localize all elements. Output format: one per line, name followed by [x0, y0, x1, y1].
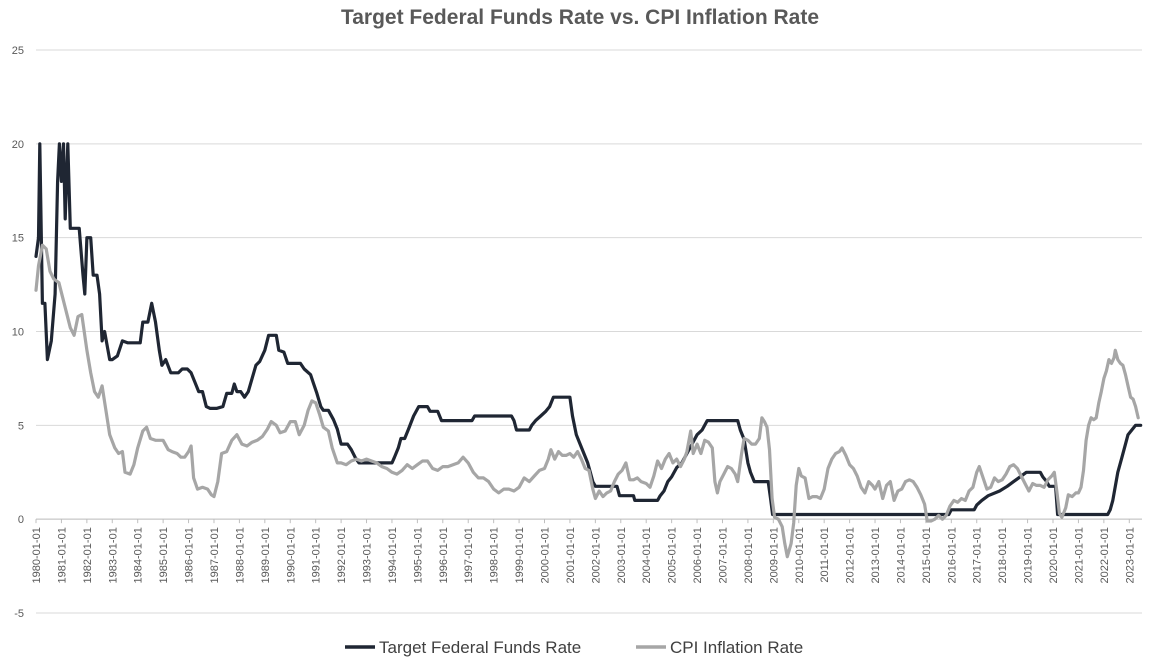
- x-tick-label: 1995-01-01: [412, 527, 424, 583]
- y-tick-label: 10: [12, 327, 24, 339]
- x-tick-label: 2001-01-01: [565, 527, 577, 583]
- x-tick-label: 2006-01-01: [692, 527, 704, 583]
- x-tick-label: 2005-01-01: [667, 527, 679, 583]
- x-tick-label: 1981-01-01: [56, 527, 68, 583]
- series-layer: [34, 142, 1143, 559]
- legend-label-1: CPI Inflation Rate: [670, 638, 803, 657]
- x-tick-label: 1987-01-01: [209, 527, 221, 583]
- x-tick-label: 2008-01-01: [743, 527, 755, 583]
- x-tick-label: 1990-01-01: [285, 527, 297, 583]
- x-tick-label: 1989-01-01: [260, 527, 272, 583]
- x-tick-label: 1999-01-01: [514, 527, 526, 583]
- x-tick-label: 1980-01-01: [31, 527, 43, 583]
- x-tick-label: 2022-01-01: [1099, 527, 1111, 583]
- x-tick-label: 2004-01-01: [641, 527, 653, 583]
- x-tick-label: 1997-01-01: [463, 527, 475, 583]
- grid-layer: [36, 49, 1142, 614]
- x-tick-label: 2017-01-01: [972, 527, 984, 583]
- chart-title: Target Federal Funds Rate vs. CPI Inflat…: [340, 6, 820, 29]
- y-axis-ticks: -5 0 5 10 15 20 25: [12, 45, 24, 620]
- x-tick-label: 2014-01-01: [895, 527, 907, 583]
- x-tick-label: 2016-01-01: [946, 527, 958, 583]
- x-tick-label: 2015-01-01: [921, 527, 933, 583]
- x-tick-label: 1983-01-01: [107, 527, 119, 583]
- x-tick-label: 1991-01-01: [311, 527, 323, 583]
- x-tick-label: 2007-01-01: [717, 527, 729, 583]
- x-tick-label: 1988-01-01: [234, 527, 246, 583]
- y-tick-label: 25: [12, 45, 24, 57]
- y-tick-label: 20: [12, 139, 24, 151]
- x-tick-label: 2018-01-01: [997, 527, 1009, 583]
- y-tick-label: 15: [12, 233, 24, 245]
- legend: Target Federal Funds Rate CPI Inflation R…: [345, 638, 803, 657]
- series-line-1: [34, 243, 1140, 559]
- x-tick-label: 1993-01-01: [362, 527, 374, 583]
- x-tick-label: 2002-01-01: [590, 527, 602, 583]
- x-tick-label: 2012-01-01: [845, 527, 857, 583]
- x-tick-label: 1998-01-01: [489, 527, 501, 583]
- x-tick-label: 2013-01-01: [870, 527, 882, 583]
- x-tick-label: 1982-01-01: [82, 527, 94, 583]
- x-axis-ticks: 1980-01-01 1981-01-01 1982-01-01 1983-01-01…: [31, 519, 1136, 583]
- x-tick-label: 1992-01-01: [336, 527, 348, 583]
- x-tick-label: 1986-01-01: [184, 527, 196, 583]
- x-tick-label: 2020-01-01: [1048, 527, 1060, 583]
- x-tick-label: 2009-01-01: [768, 527, 780, 583]
- x-tick-label: 2000-01-01: [540, 527, 552, 583]
- x-tick-label: 2011-01-01: [819, 527, 831, 582]
- x-tick-label: 2019-01-01: [1023, 527, 1035, 583]
- y-tick-label: 0: [18, 514, 24, 526]
- x-tick-label: 2021-01-01: [1073, 527, 1085, 583]
- y-tick-label: 5: [18, 420, 24, 432]
- x-tick-label: 2003-01-01: [616, 527, 628, 583]
- x-tick-label: 1994-01-01: [387, 527, 399, 583]
- x-tick-label: 1985-01-01: [158, 527, 170, 583]
- legend-label-0: Target Federal Funds Rate: [379, 638, 581, 657]
- x-tick-label: 1984-01-01: [133, 527, 145, 583]
- x-tick-label: 2010-01-01: [794, 527, 806, 583]
- x-tick-label: 1996-01-01: [438, 527, 450, 583]
- y-tick-label: -5: [14, 608, 24, 620]
- series-line-0: [34, 142, 1143, 517]
- x-tick-label: 2023-01-01: [1124, 527, 1136, 583]
